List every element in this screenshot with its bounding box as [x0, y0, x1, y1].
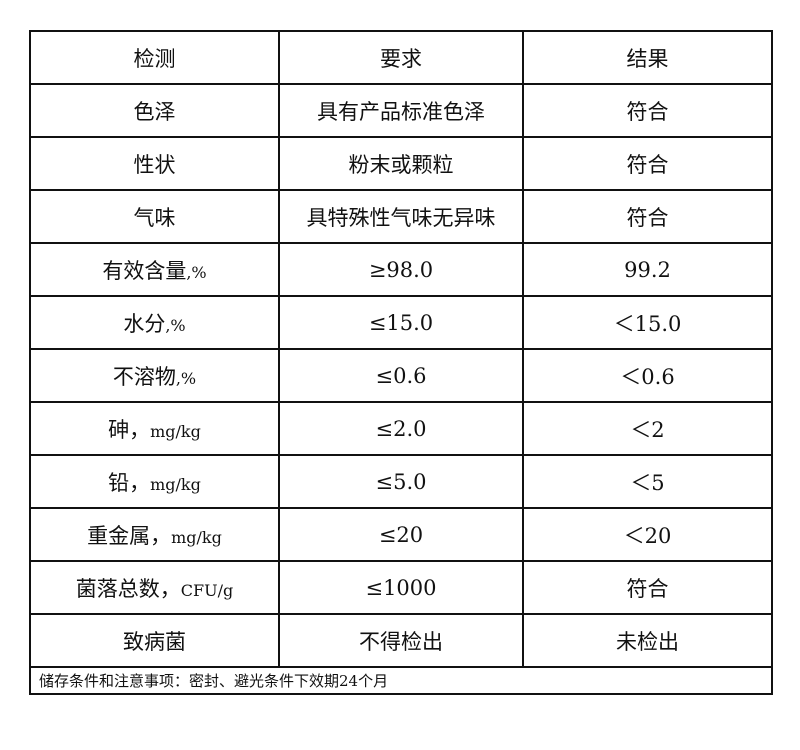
item-cell: 菌落总数，CFU/g: [29, 560, 280, 615]
result-cell: ＜2: [522, 401, 773, 456]
requirement-cell: 不得检出: [278, 613, 524, 668]
item-cell: 致病菌: [29, 613, 280, 668]
requirement-cell: 粉末或颗粒: [278, 136, 524, 191]
requirement-cell: 具有产品标准色泽: [278, 83, 524, 138]
storage-note: 储存条件和注意事项：密封、避光条件下效期24个月: [29, 666, 773, 695]
table-row: 不溶物,% ≤0.6 ＜0.6: [29, 348, 773, 403]
table-row: 性状 粉末或颗粒 符合: [29, 136, 773, 191]
item-name: 色泽: [133, 99, 176, 124]
item-unit: mg/kg: [150, 474, 201, 494]
table-row: 有效含量,% ≥98.0 99.2: [29, 242, 773, 297]
table-row: 铅，mg/kg ≤5.0 ＜5: [29, 454, 773, 509]
result-cell: ＜0.6: [522, 348, 773, 403]
header-cell: 结果: [522, 30, 773, 85]
result-cell: ＜15.0: [522, 295, 773, 350]
requirement-cell: ≤1000: [278, 560, 524, 615]
table-row: 砷，mg/kg ≤2.0 ＜2: [29, 401, 773, 456]
requirement-cell: ≤20: [278, 507, 524, 562]
table-row: 致病菌 不得检出 未检出: [29, 613, 773, 668]
item-name: 性状: [133, 152, 176, 177]
item-unit: mg/kg: [150, 421, 201, 441]
item-name: 铅，: [108, 470, 151, 495]
table-row: 气味 具特殊性气味无异味 符合: [29, 189, 773, 244]
item-name: 致病菌: [123, 629, 186, 654]
table-row: 菌落总数，CFU/g ≤1000 符合: [29, 560, 773, 615]
result-cell: 99.2: [522, 242, 773, 297]
result-cell: 符合: [522, 189, 773, 244]
header-row: 检测 要求 结果: [29, 30, 773, 85]
item-unit: ,%: [175, 368, 197, 388]
result-cell: 符合: [522, 83, 773, 138]
requirement-cell: ≤0.6: [278, 348, 524, 403]
requirement-cell: ≥98.0: [278, 242, 524, 297]
item-cell: 水分,%: [29, 295, 280, 350]
header-cell: 检测: [29, 30, 280, 85]
item-cell: 重金属，mg/kg: [29, 507, 280, 562]
item-cell: 有效含量,%: [29, 242, 280, 297]
result-cell: ＜20: [522, 507, 773, 562]
result-cell: ＜5: [522, 454, 773, 509]
item-unit: ,%: [165, 315, 186, 335]
item-unit: mg/kg: [171, 527, 222, 547]
result-cell: 未检出: [522, 613, 773, 668]
requirement-cell: 具特殊性气味无异味: [278, 189, 524, 244]
requirement-cell: ≤2.0: [278, 401, 524, 456]
item-name: 砷，: [108, 417, 151, 442]
requirement-cell: ≤15.0: [278, 295, 524, 350]
requirement-cell: ≤5.0: [278, 454, 524, 509]
item-cell: 色泽: [29, 83, 280, 138]
item-name: 重金属，: [87, 523, 172, 548]
result-cell: 符合: [522, 560, 773, 615]
item-cell: 铅，mg/kg: [29, 454, 280, 509]
item-name: 有效含量: [102, 258, 187, 283]
item-unit: CFU/g: [180, 580, 234, 600]
item-cell: 砷，mg/kg: [29, 401, 280, 456]
item-name: 水分: [123, 311, 166, 336]
item-unit: ,%: [186, 262, 207, 282]
item-name: 不溶物: [112, 364, 176, 389]
table-row: 重金属，mg/kg ≤20 ＜20: [29, 507, 773, 562]
result-cell: 符合: [522, 136, 773, 191]
item-cell: 性状: [29, 136, 280, 191]
footer-row: 储存条件和注意事项：密封、避光条件下效期24个月: [29, 666, 773, 695]
item-name: 气味: [133, 205, 176, 230]
spec-table: 检测 要求 结果 色泽 具有产品标准色泽 符合 性状 粉末或颗粒 符合 气味 具特殊…: [29, 30, 773, 695]
table-row: 水分,% ≤15.0 ＜15.0: [29, 295, 773, 350]
header-cell: 要求: [278, 30, 524, 85]
item-name: 菌落总数，: [75, 576, 181, 601]
item-cell: 不溶物,%: [29, 348, 280, 403]
table-row: 色泽 具有产品标准色泽 符合: [29, 83, 773, 138]
item-cell: 气味: [29, 189, 280, 244]
